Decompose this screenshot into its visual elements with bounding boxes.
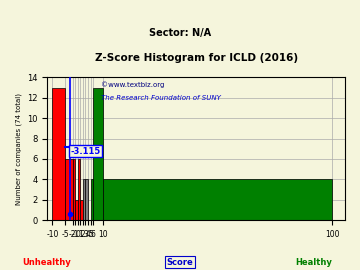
Bar bbox=[83, 179, 85, 220]
Bar bbox=[73, 159, 75, 220]
Text: Healthy: Healthy bbox=[295, 258, 332, 266]
Text: The Research Foundation of SUNY: The Research Foundation of SUNY bbox=[101, 94, 221, 101]
Bar bbox=[103, 179, 332, 220]
Bar bbox=[90, 179, 93, 220]
Bar bbox=[78, 159, 80, 220]
Bar bbox=[85, 179, 88, 220]
Bar bbox=[52, 88, 65, 220]
Text: Sector: N/A: Sector: N/A bbox=[149, 28, 211, 38]
Bar bbox=[93, 88, 103, 220]
Y-axis label: Number of companies (74 total): Number of companies (74 total) bbox=[15, 93, 22, 205]
Title: Z-Score Histogram for ICLD (2016): Z-Score Histogram for ICLD (2016) bbox=[95, 53, 298, 63]
Bar bbox=[75, 200, 78, 220]
Text: -3.115: -3.115 bbox=[71, 147, 101, 156]
Text: Unhealthy: Unhealthy bbox=[22, 258, 71, 266]
Bar bbox=[65, 159, 73, 220]
Text: Score: Score bbox=[167, 258, 193, 266]
Bar bbox=[80, 200, 83, 220]
Text: ©www.textbiz.org: ©www.textbiz.org bbox=[101, 82, 164, 88]
